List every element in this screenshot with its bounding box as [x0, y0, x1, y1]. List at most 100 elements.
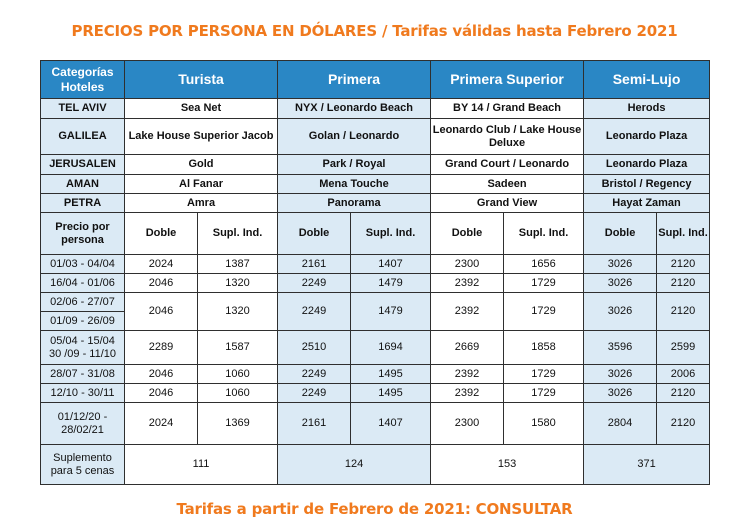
period-cell: 12/10 - 30/11: [40, 383, 125, 403]
suplemento-line2: para 5 cenas: [50, 464, 115, 477]
price-cell: 1495: [350, 364, 432, 384]
suplemento-line1: Suplemento: [53, 451, 112, 464]
hotel-cell: Park / Royal: [277, 154, 432, 175]
price-cell: 1858: [503, 330, 585, 365]
header-category-line2: Hoteles: [60, 79, 105, 94]
table-row: TEL AVIV Sea Net NYX / Leonardo Beach BY…: [40, 98, 711, 119]
price-cell: 1587: [196, 330, 279, 365]
price-label-line2: persona: [61, 233, 104, 246]
price-cell: 2120: [656, 273, 711, 293]
header-primera: Primera: [277, 60, 432, 99]
price-cell: 1060: [196, 383, 279, 403]
city-cell: TEL AVIV: [40, 98, 125, 119]
price-cell: 2046: [124, 383, 198, 403]
supl-header: Supl. Ind.: [656, 212, 711, 255]
price-cell: 2120: [656, 254, 711, 274]
header-semi-lujo: Semi-Lujo: [583, 60, 711, 99]
hotel-cell: Bristol / Regency: [583, 174, 711, 194]
table-row: PETRA Amra Panorama Grand View Hayat Zam…: [40, 193, 711, 213]
price-cell: 2120: [656, 383, 711, 403]
hotel-cell: Leonardo Plaza: [583, 154, 711, 175]
hotel-cell: Sea Net: [123, 98, 279, 119]
price-cell: 1060: [196, 364, 279, 384]
table-row: 01/12/20 - 28/02/21 2024 1369 2161 1407 …: [40, 402, 711, 445]
price-cell: 2392: [430, 273, 505, 293]
period-cell: 16/04 - 01/06: [40, 273, 125, 293]
price-cell: 3026: [583, 364, 658, 384]
city-cell: AMAN: [40, 174, 125, 194]
price-cell: 2120: [656, 402, 711, 445]
price-cell: 2300: [430, 254, 505, 274]
price-cell: 2392: [430, 383, 505, 403]
table-row: 05/04 - 15/04 30 /09 - 11/10 2289 1587 2…: [40, 330, 711, 365]
price-cell: 1407: [350, 402, 432, 445]
period-line2: 28/02/21: [61, 423, 104, 436]
price-cell: 2669: [430, 330, 505, 365]
hotel-cell: Panorama: [277, 193, 432, 213]
price-cell: 2006: [656, 364, 711, 384]
price-cell: 2392: [430, 364, 505, 384]
hotel-cell: BY 14 / Grand Beach: [430, 98, 585, 119]
footer-note: Tarifas a partir de Febrero de 2021: CON…: [176, 500, 573, 518]
hotel-cell: Amra: [123, 193, 279, 213]
price-cell: 2161: [277, 402, 352, 445]
period-line2: 30 /09 - 11/10: [48, 347, 117, 360]
doble-header: Doble: [124, 212, 198, 255]
price-cell: 1729: [503, 292, 585, 331]
price-cell: 2249: [277, 292, 352, 331]
header-category: Categorías Hoteles: [40, 60, 125, 99]
table-row: 12/10 - 30/11 2046 1060 2249 1495 2392 1…: [40, 383, 711, 403]
price-cell: 2046: [124, 273, 198, 293]
price-cell: 2289: [124, 330, 198, 365]
price-cell: 2024: [124, 254, 198, 274]
doble-header: Doble: [277, 212, 352, 255]
table-row: Suplemento para 5 cenas 111 124 153 371: [40, 444, 711, 485]
hotel-cell: NYX / Leonardo Beach: [277, 98, 432, 119]
hotel-cell: Gold: [123, 154, 279, 175]
price-cell: 1729: [503, 364, 585, 384]
hotel-cell: Lake House Superior Jacob: [123, 118, 279, 155]
price-table: Categorías Hoteles Turista Primera Prime…: [40, 60, 711, 485]
period-cell: 01/09 - 26/09: [40, 311, 125, 331]
price-cell: 2249: [277, 383, 352, 403]
suplemento-cell: 124: [277, 444, 432, 485]
period-line1: 01/12/20 -: [57, 410, 108, 423]
price-label-cell: Precio por persona: [40, 212, 125, 255]
price-cell: 3026: [583, 383, 658, 403]
table-row: 16/04 - 01/06 2046 1320 2249 1479 2392 1…: [40, 273, 711, 293]
price-cell: 3026: [583, 254, 658, 274]
price-cell: 1320: [196, 273, 279, 293]
period-cell: 01/03 - 04/04: [40, 254, 125, 274]
table-row: 01/09 - 26/09: [40, 311, 710, 331]
header-category-line1: Categorías: [51, 64, 114, 79]
suplemento-label-cell: Suplemento para 5 cenas: [40, 444, 125, 485]
doble-header: Doble: [583, 212, 658, 255]
price-cell: 1479: [350, 273, 432, 293]
table-row: 01/03 - 04/04 2024 1387 2161 1407 2300 1…: [40, 254, 711, 274]
price-cell: 1320: [196, 292, 279, 331]
table-row: 28/07 - 31/08 2046 1060 2249 1495 2392 1…: [40, 364, 711, 384]
hotel-cell: Al Fanar: [123, 174, 279, 194]
price-cell: 2024: [124, 402, 198, 445]
price-cell: 1729: [503, 273, 585, 293]
price-cell: 1580: [503, 402, 585, 445]
hotel-cell: Grand View: [430, 193, 585, 213]
price-cell: 2804: [583, 402, 658, 445]
price-cell: 1729: [503, 383, 585, 403]
hotel-cell: Leonardo Plaza: [583, 118, 711, 155]
table-row: JERUSALEN Gold Park / Royal Grand Court …: [40, 154, 711, 175]
period-cell: 28/07 - 31/08: [40, 364, 125, 384]
table-row: AMAN Al Fanar Mena Touche Sadeen Bristol…: [40, 174, 711, 194]
hotel-cell: Grand Court / Leonardo: [430, 154, 585, 175]
supl-header: Supl. Ind.: [350, 212, 432, 255]
price-cell: 2599: [656, 330, 711, 365]
city-cell: JERUSALEN: [40, 154, 125, 175]
price-cell: 1407: [350, 254, 432, 274]
period-line1: 05/04 - 15/04: [50, 334, 115, 347]
price-cell: 1369: [196, 402, 279, 445]
hotel-cell: Sadeen: [430, 174, 585, 194]
page-title: PRECIOS POR PERSONA EN DÓLARES / Tarifas…: [71, 22, 678, 40]
price-cell: 2046: [124, 292, 198, 331]
hotel-cell: Golan / Leonardo: [277, 118, 432, 155]
hotel-cell: Herods: [583, 98, 711, 119]
